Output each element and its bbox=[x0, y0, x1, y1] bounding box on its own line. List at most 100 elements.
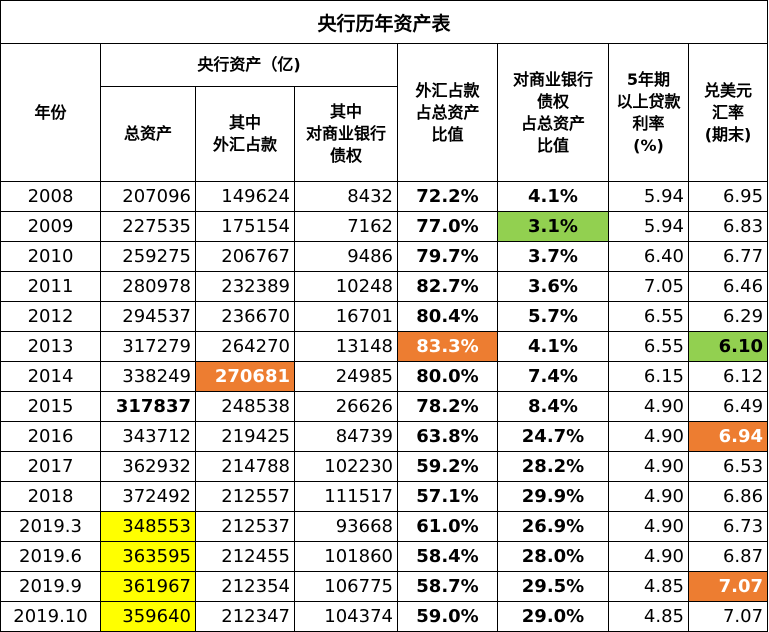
cell-fx-ratio: 61.0% bbox=[397, 511, 498, 542]
cell-claims-ratio: 4.1% bbox=[497, 331, 609, 362]
cell-fx: 212537 bbox=[195, 511, 295, 542]
cell-total: 363595 bbox=[100, 541, 196, 572]
table-row: 2015 317837 248538 26626 78.2% 8.4% 4.90 6.49 bbox=[0, 391, 769, 422]
cell-fx-ratio: 58.4% bbox=[397, 541, 498, 572]
header-usd-rate: 兑美元 汇率 (期末) bbox=[687, 43, 769, 182]
header-total-assets: 总资产 bbox=[100, 86, 196, 182]
cell-claims-ratio: 28.2% bbox=[497, 451, 609, 482]
cell-rate: 6.86 bbox=[687, 481, 769, 512]
table-row: 2019.6 363595 212455 101860 58.4% 28.0% 4.90 6.… bbox=[0, 541, 769, 572]
cell-loan: 4.90 bbox=[608, 511, 689, 542]
cell-fx: 206767 bbox=[195, 241, 295, 272]
table-row: 2019.3 348553 212537 93668 61.0% 26.9% 4.90 6.7… bbox=[0, 511, 769, 542]
cell-loan: 7.05 bbox=[608, 271, 689, 302]
cell-claims: 13148 bbox=[294, 331, 398, 362]
cell-claims: 16701 bbox=[294, 301, 398, 332]
cell-total: 317279 bbox=[100, 331, 196, 362]
header-assets-group: 央行资产（亿) bbox=[100, 43, 398, 87]
cell-claims: 84739 bbox=[294, 421, 398, 452]
table-row: 2017 362932 214788 102230 59.2% 28.2% 4.90 6.53 bbox=[0, 451, 769, 482]
cell-total: 317837 bbox=[100, 391, 196, 422]
cell-claims-ratio: 3.1% bbox=[497, 211, 609, 242]
cell-claims-ratio: 24.7% bbox=[497, 421, 609, 452]
cell-fx-ratio: 59.0% bbox=[397, 601, 498, 632]
cell-fx-ratio: 80.4% bbox=[397, 301, 498, 332]
cell-rate: 6.29 bbox=[687, 301, 769, 332]
cell-claims: 101860 bbox=[294, 541, 398, 572]
cell-rate: 6.73 bbox=[687, 511, 769, 542]
cell-claims: 8432 bbox=[294, 181, 398, 212]
cell-fx: 212347 bbox=[195, 601, 295, 632]
cell-fx: 212354 bbox=[195, 571, 295, 602]
cell-claims: 26626 bbox=[294, 391, 398, 422]
cell-loan: 4.90 bbox=[608, 481, 689, 512]
table-body: 2008 207096 149624 8432 72.2% 4.1% 5.94 6.95 200… bbox=[0, 181, 769, 632]
header-fx-ratio: 外汇占款 占总资产 比值 bbox=[397, 43, 498, 182]
cell-fx: 212455 bbox=[195, 541, 295, 572]
cell-fx-ratio: 82.7% bbox=[397, 271, 498, 302]
cell-year: 2013 bbox=[0, 331, 101, 362]
cell-total: 338249 bbox=[100, 361, 196, 392]
cell-total: 280978 bbox=[100, 271, 196, 302]
table-row: 2011 280978 232389 10248 82.7% 3.6% 7.05 6.46 bbox=[0, 271, 769, 302]
cell-total: 294537 bbox=[100, 301, 196, 332]
cell-claims-ratio: 29.5% bbox=[497, 571, 609, 602]
cell-claims-ratio: 3.7% bbox=[497, 241, 609, 272]
cell-fx-ratio: 57.1% bbox=[397, 481, 498, 512]
cell-fx: 236670 bbox=[195, 301, 295, 332]
cell-loan: 4.90 bbox=[608, 451, 689, 482]
cell-rate: 6.12 bbox=[687, 361, 769, 392]
cell-year: 2019.3 bbox=[0, 511, 101, 542]
cell-year: 2017 bbox=[0, 451, 101, 482]
cell-claims: 9486 bbox=[294, 241, 398, 272]
table-row: 2016 343712 219425 84739 63.8% 24.7% 4.90 6.94 bbox=[0, 421, 769, 452]
cell-total: 361967 bbox=[100, 571, 196, 602]
cell-total: 372492 bbox=[100, 481, 196, 512]
cell-fx: 175154 bbox=[195, 211, 295, 242]
cell-fx-ratio: 83.3% bbox=[397, 331, 498, 362]
table-row: 2018 372492 212557 111517 57.1% 29.9% 4.90 6.86 bbox=[0, 481, 769, 512]
cell-rate: 6.53 bbox=[687, 451, 769, 482]
cell-year: 2010 bbox=[0, 241, 101, 272]
cell-fx: 232389 bbox=[195, 271, 295, 302]
cell-fx: 219425 bbox=[195, 421, 295, 452]
table-row: 2019.9 361967 212354 106775 58.7% 29.5% 4.85 7.… bbox=[0, 571, 769, 602]
cell-fx: 270681 bbox=[195, 361, 295, 392]
cell-total: 348553 bbox=[100, 511, 196, 542]
cell-fx: 264270 bbox=[195, 331, 295, 362]
cell-year: 2016 bbox=[0, 421, 101, 452]
cell-rate: 6.83 bbox=[687, 211, 769, 242]
header-claims-ratio: 对商业银行 债权 占总资产 比值 bbox=[497, 43, 609, 182]
cell-year: 2019.10 bbox=[0, 601, 101, 632]
cell-fx-ratio: 79.7% bbox=[397, 241, 498, 272]
cell-year: 2015 bbox=[0, 391, 101, 422]
header-fx-holdings: 其中 外汇占款 bbox=[195, 86, 295, 182]
cell-rate: 6.87 bbox=[687, 541, 769, 572]
cell-total: 259275 bbox=[100, 241, 196, 272]
table-row: 2012 294537 236670 16701 80.4% 5.7% 6.55 6.29 bbox=[0, 301, 769, 332]
cell-year: 2012 bbox=[0, 301, 101, 332]
header-year: 年份 bbox=[0, 43, 101, 182]
cell-year: 2008 bbox=[0, 181, 101, 212]
cell-loan: 4.90 bbox=[608, 391, 689, 422]
cell-fx-ratio: 58.7% bbox=[397, 571, 498, 602]
cell-loan: 5.94 bbox=[608, 211, 689, 242]
cell-rate: 7.07 bbox=[687, 571, 769, 602]
cell-claims-ratio: 26.9% bbox=[497, 511, 609, 542]
cell-loan: 6.55 bbox=[608, 301, 689, 332]
cell-claims: 102230 bbox=[294, 451, 398, 482]
cell-loan: 5.94 bbox=[608, 181, 689, 212]
cell-total: 343712 bbox=[100, 421, 196, 452]
cell-fx-ratio: 77.0% bbox=[397, 211, 498, 242]
cell-claims: 104374 bbox=[294, 601, 398, 632]
cell-loan: 4.90 bbox=[608, 421, 689, 452]
table-row: 2019.10 359640 212347 104374 59.0% 29.0% 4.85 7… bbox=[0, 601, 769, 632]
cell-claims: 7162 bbox=[294, 211, 398, 242]
cell-claims-ratio: 4.1% bbox=[497, 181, 609, 212]
cell-claims-ratio: 8.4% bbox=[497, 391, 609, 422]
cell-loan: 4.90 bbox=[608, 541, 689, 572]
cell-claims-ratio: 3.6% bbox=[497, 271, 609, 302]
table-row: 2010 259275 206767 9486 79.7% 3.7% 6.40 6.77 bbox=[0, 241, 769, 272]
cell-total: 227535 bbox=[100, 211, 196, 242]
cell-fx-ratio: 78.2% bbox=[397, 391, 498, 422]
